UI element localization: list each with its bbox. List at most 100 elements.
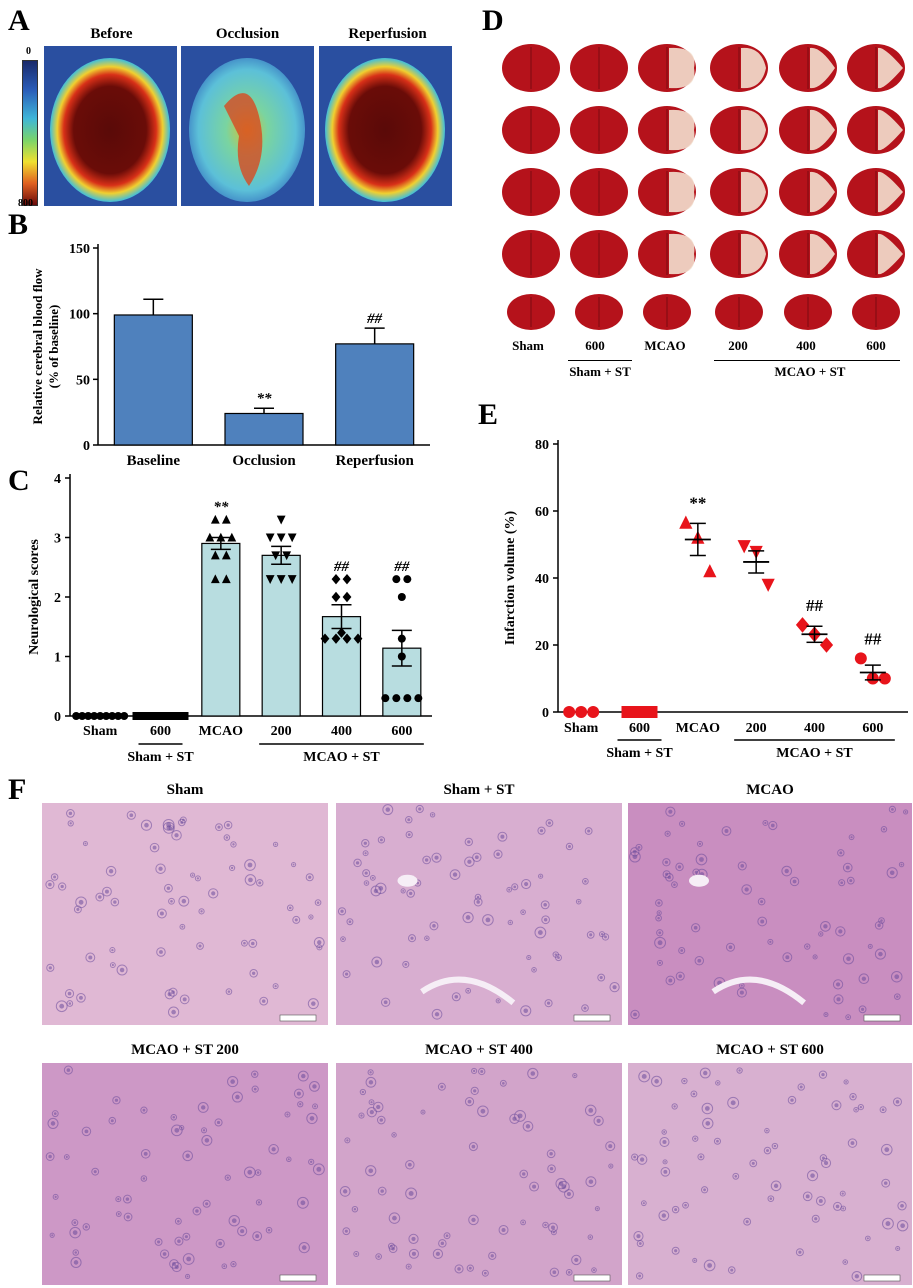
brain-group-label-mcao-st: MCAO + ST [774, 364, 846, 379]
brain-slice-r1-c1 [570, 106, 628, 154]
brain-slice-r1-c4 [779, 106, 837, 154]
chart-e-ytick-label: 40 [535, 572, 549, 587]
chart-c-xtick-label-5: 600 [391, 724, 412, 739]
chart-c-point-0-4 [96, 712, 105, 720]
brain-slice-r2-c5 [847, 168, 905, 216]
brain-slice-r3-c5 [847, 230, 905, 278]
chart-e-point-0-2 [587, 706, 600, 718]
chart-c-point-1-5 [162, 712, 171, 720]
chart-c-bar-2 [201, 542, 241, 717]
brain-slice-r3-c3 [710, 230, 768, 278]
panel-a-letter: A [8, 4, 30, 37]
chart-c-point-2-0 [210, 514, 220, 524]
chart-c-xtick-label-3: 200 [271, 724, 292, 739]
chart-e-ytick-label: 60 [535, 505, 549, 520]
chart-c-point-2-2 [205, 532, 215, 542]
chart-c-point-5-6 [392, 694, 401, 703]
he-scale-bar-4 [573, 1274, 611, 1282]
chart-c-point-1-6 [168, 712, 177, 720]
he-image-0 [42, 803, 328, 1025]
brain-slice-r4-c3 [715, 294, 763, 330]
chart-c-point-4-6 [331, 633, 341, 644]
chart-e-point-2-2 [703, 564, 717, 578]
chart-e-point-4-0 [795, 617, 810, 633]
chart-e-ytick-label: 20 [535, 639, 549, 654]
chart-c-point-2-7 [210, 574, 220, 584]
chart-e-xtick-label-3: 200 [746, 721, 767, 736]
chart-b: Relative cerebral blood flow (% of baseli… [30, 242, 430, 469]
brain-slice-r2-c1 [570, 168, 628, 216]
chart-b-ylabel-line2: (% of baseline) [46, 305, 61, 389]
chart-e-ytick-label: 80 [535, 438, 549, 453]
chart-b-xtick-label-1: Occlusion [232, 453, 296, 469]
chart-c-point-0-2 [84, 712, 93, 720]
panel-d-letter: D [482, 4, 504, 37]
he-title-mcao-st-200: MCAO + ST 200 [131, 1042, 239, 1058]
panel-a-title-occlusion: Occlusion [215, 26, 280, 42]
brain-slice-r3-c2 [638, 230, 696, 278]
brain-slice-r1-c3 [710, 106, 768, 154]
he-scale-bar-3 [279, 1274, 317, 1282]
chart-e-xtick-label-5: 600 [862, 721, 883, 736]
chart-b-bar-1 [224, 412, 304, 446]
he-scale-bar-5 [863, 1274, 901, 1282]
panel-a-title-before: Before [90, 26, 133, 42]
chart-c-xtick-label-1: 600 [150, 724, 171, 739]
chart-c-point-1-4 [156, 712, 165, 720]
chart-c-xtick-label-2: MCAO [199, 724, 243, 739]
brain-slice-r3-c0 [502, 230, 560, 278]
brain-slice-r0-c0 [502, 44, 560, 92]
chart-c-point-0-0 [72, 712, 81, 720]
chart-c-point-0-6 [108, 712, 117, 720]
chart-c-point-4-8 [353, 633, 363, 644]
brain-slice-r3-c4 [779, 230, 837, 278]
flow-scale-min-label: 0 [26, 46, 31, 57]
chart-e-annotation-5: ## [864, 629, 882, 648]
flow-scale-max-label: 800 [18, 198, 33, 209]
chart-c-point-5-2 [397, 593, 406, 601]
chart-b-ytick-label: 50 [76, 373, 90, 388]
chart-e-xtick-label-0: Sham [564, 721, 599, 736]
chart-c-point-3-8 [287, 575, 297, 584]
chart-c-point-3-1 [265, 533, 275, 543]
chart-e-xtick-label-4: 400 [804, 721, 825, 736]
he-image-5 [628, 1063, 912, 1285]
brain-slice-r1-c5 [847, 106, 905, 154]
chart-c-point-4-3 [342, 591, 352, 603]
brain-slice-r2-c3 [710, 168, 768, 216]
brain-slice-r1-c2 [638, 106, 696, 154]
chart-c-point-1-0 [132, 712, 141, 720]
chart-c-xtick-label-4: 400 [331, 724, 352, 739]
chart-c-point-5-0 [392, 575, 401, 584]
brain-slice-r0-c3 [710, 44, 768, 92]
chart-c-point-2-4 [227, 532, 237, 542]
brain-col-label-200: 200 [728, 338, 748, 353]
brain-slice-r0-c1 [570, 44, 628, 92]
brain-col-label-sham: Sham [512, 338, 544, 353]
he-title-sham-st: Sham + ST [443, 782, 515, 798]
chart-c-annotation-2: ** [213, 500, 229, 516]
chart-e-ylabel: Infarction volume (%) [503, 511, 518, 646]
chart-b-ytick-label: 100 [69, 308, 90, 323]
chart-c-point-5-7 [403, 694, 412, 703]
chart-e-point-0-0 [563, 706, 576, 718]
chart-e-point-3-0 [737, 540, 751, 554]
chart-e-point-1-2 [645, 706, 658, 718]
brain-slice-r1-c0 [502, 106, 560, 154]
chart-c-point-1-7 [174, 712, 183, 720]
chart-c-group-label-1: MCAO + ST [303, 750, 380, 765]
chart-b-annotation-2: ## [366, 311, 383, 327]
chart-c-point-2-1 [221, 514, 231, 524]
chart-c-point-5-8 [414, 694, 423, 703]
brain-group-label-sham-st: Sham + ST [569, 364, 631, 379]
chart-e-point-2-0 [679, 515, 693, 529]
chart-c-point-0-8 [120, 712, 129, 720]
chart-e-point-5-2 [878, 672, 891, 685]
chart-c-point-0-1 [78, 712, 87, 720]
brain-slice-r0-c2 [638, 44, 696, 92]
chart-c-point-3-0 [276, 515, 286, 525]
he-scale-bar-2 [863, 1014, 901, 1022]
chart-c-point-4-2 [331, 591, 341, 603]
chart-c-ytick-label: 2 [54, 591, 61, 606]
chart-e: Infarction volume (%) 0 20 40 60 80 Sham 600 ** M… [503, 438, 908, 761]
